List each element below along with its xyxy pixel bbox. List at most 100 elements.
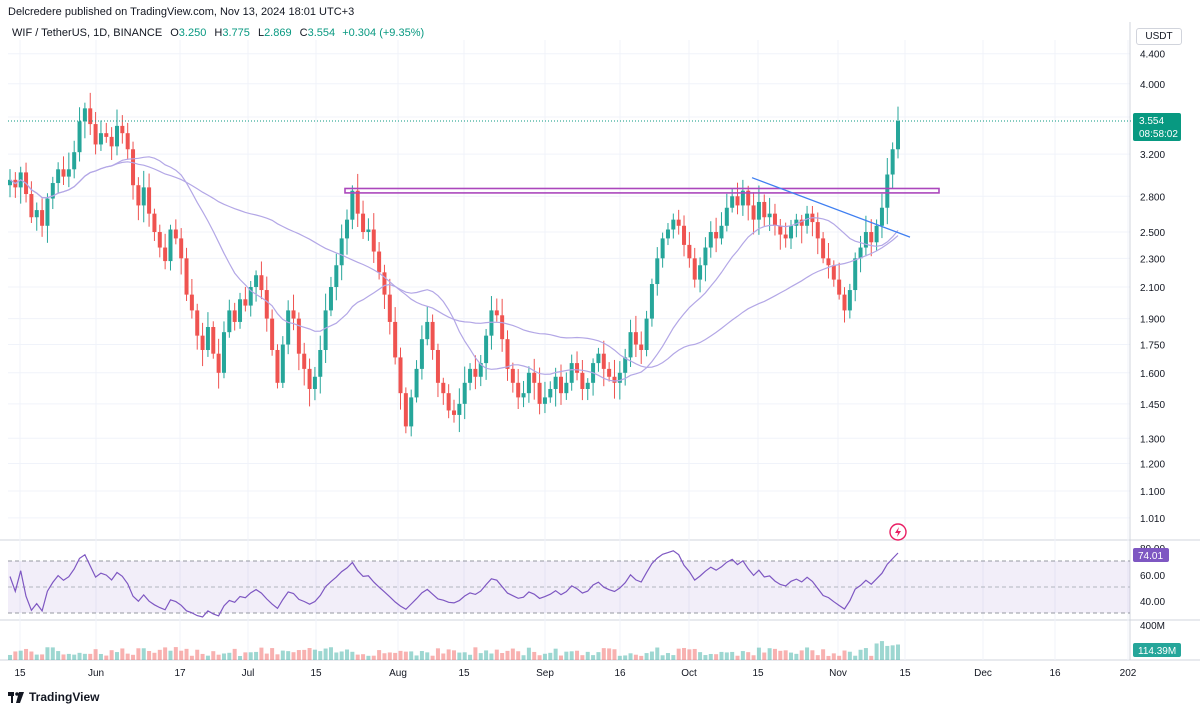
candle-body [548, 388, 553, 398]
candle-body [644, 318, 649, 350]
volume-bar [227, 652, 232, 660]
volume-bar [163, 647, 168, 660]
volume-bar [173, 647, 178, 660]
y-tick-label: 4.000 [1140, 80, 1165, 91]
volume-bar [612, 649, 617, 660]
low-value: 2.869 [264, 27, 292, 39]
candle-body [425, 321, 430, 340]
x-tick-label: 17 [174, 668, 186, 679]
trendline[interactable] [751, 177, 911, 238]
candle-body [526, 372, 531, 394]
candle-body [831, 265, 836, 280]
candle-body [371, 229, 376, 252]
volume-bar [596, 652, 601, 660]
candle-body [243, 299, 248, 306]
resistance-zone[interactable] [344, 187, 940, 194]
candle-body [484, 335, 489, 364]
candle-body [168, 229, 173, 262]
candle-body [345, 219, 350, 239]
candle-body [489, 310, 494, 336]
candle-body [216, 353, 221, 373]
candle-body [762, 201, 767, 218]
volume-bar [254, 651, 259, 660]
candle-body [863, 232, 868, 248]
high-label: H [214, 27, 223, 39]
candle-body [98, 133, 103, 145]
change-value: +0.304 (+9.35%) [342, 27, 425, 39]
candle-body [558, 376, 563, 394]
volume-bar [216, 654, 221, 660]
volume-bar [125, 653, 130, 660]
volume-bar [205, 655, 210, 660]
candle-body [821, 238, 826, 259]
candle-body [414, 368, 419, 398]
volume-bar [655, 647, 660, 660]
y-tick-label: 1.300 [1140, 434, 1165, 445]
y-tick-label: 1.600 [1140, 369, 1165, 380]
candle-body [104, 133, 109, 137]
volume-bar [40, 654, 45, 660]
candle-body [195, 310, 200, 336]
candle-body [403, 393, 408, 427]
rsi-tick-label: 40.00 [1140, 597, 1165, 608]
volume-bar [863, 648, 868, 660]
volume-bar [88, 653, 93, 660]
currency-button[interactable]: USDT [1136, 28, 1182, 45]
candle-body [457, 403, 462, 415]
volume-bar [484, 650, 489, 660]
volume-bar [66, 653, 71, 660]
candle-body [61, 169, 66, 177]
volume-bar [623, 655, 628, 660]
candle-body [114, 125, 119, 147]
candle-body [227, 310, 232, 333]
volume-bar [628, 653, 633, 660]
volume-bar [585, 651, 590, 660]
candle-body [655, 258, 660, 285]
volume-bar [13, 651, 18, 660]
candle-body [452, 410, 456, 415]
candle-body [505, 339, 510, 369]
price-tag-countdown: 08:58:02 [1139, 129, 1178, 140]
volume-bar [104, 655, 109, 660]
volume-bar [676, 648, 681, 660]
candle-body [430, 321, 435, 350]
volume-bar [419, 651, 424, 660]
volume-bar [639, 655, 644, 660]
x-tick-label: 15 [899, 668, 911, 679]
candle-body [596, 353, 601, 364]
volume-bar [896, 644, 900, 660]
volume-bar [334, 652, 339, 660]
volume-bar [890, 645, 895, 660]
price-tag-box [1133, 113, 1181, 142]
candle-body [665, 229, 670, 239]
volume-bar [478, 653, 483, 660]
candle-body [189, 294, 194, 311]
candle-body [473, 368, 478, 377]
candle-body [772, 213, 777, 226]
volume-bar [248, 652, 253, 660]
volume-bar [783, 650, 788, 660]
lightning-icon[interactable] [889, 523, 907, 541]
candle-body [88, 108, 93, 125]
x-tick-label: 15 [310, 668, 322, 679]
volume-bar [147, 651, 152, 660]
candle-body [393, 321, 398, 358]
candle-body [874, 225, 879, 243]
volume-bar [762, 652, 767, 660]
candle-body [724, 207, 729, 226]
volume-tick-label: 400M [1140, 621, 1165, 632]
candle-body [355, 190, 360, 214]
volume-bar [302, 649, 307, 660]
candle-body [446, 393, 451, 411]
candle-body [179, 238, 184, 259]
candle-body [366, 229, 371, 233]
volume-bar [82, 653, 87, 660]
candle-body [500, 315, 505, 340]
x-tick-label: Sep [536, 668, 554, 679]
candle-body [141, 187, 146, 206]
volume-bar [98, 653, 103, 660]
volume-bar [120, 648, 125, 660]
y-tick-label: 2.300 [1140, 254, 1165, 265]
tradingview-logo-icon [8, 691, 24, 703]
